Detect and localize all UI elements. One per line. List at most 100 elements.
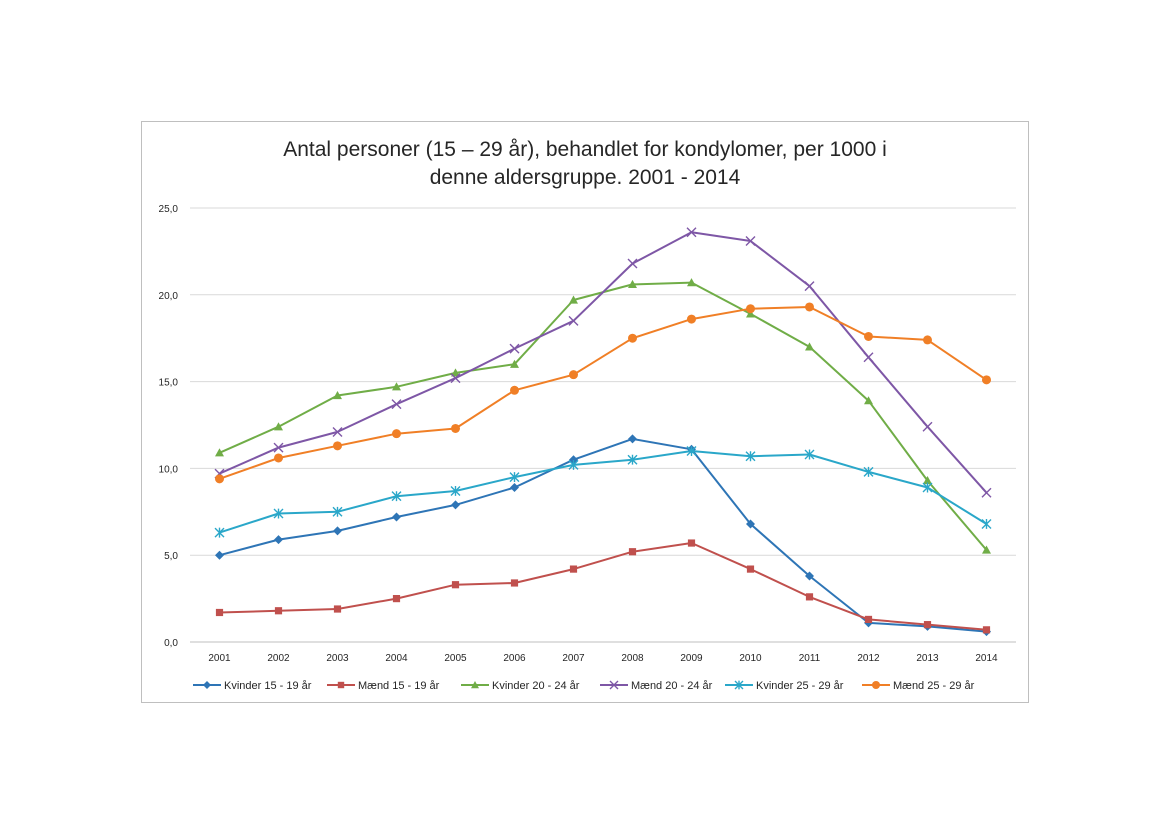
marker-shape: [628, 333, 637, 343]
legend-label: Kvinder 20 - 24 år: [492, 680, 580, 692]
data-point-kvinder-15-19-år: [451, 500, 460, 510]
marker-shape: [745, 235, 756, 246]
marker-shape: [804, 449, 815, 460]
data-point-mænd-20-24-år: [568, 315, 579, 326]
marker-shape: [687, 314, 696, 324]
marker-shape: [864, 331, 873, 341]
marker-shape: [333, 441, 342, 451]
data-point-mænd-20-24-år: [804, 281, 815, 292]
data-point-kvinder-20-24-år: [333, 390, 342, 400]
data-point-kvinder-20-24-år: [569, 295, 578, 304]
data-point-kvinder-20-24-år: [982, 545, 991, 554]
x-tick-label: 2001: [208, 653, 231, 664]
y-tick-label: 0,0: [164, 638, 178, 649]
y-tick-label: 5,0: [164, 551, 178, 562]
x-tick-label: 2006: [503, 653, 526, 664]
marker-shape: [734, 680, 744, 690]
marker-shape: [863, 466, 874, 477]
marker-shape: [274, 422, 283, 431]
data-point-mænd-15-19-år: [687, 539, 696, 547]
data-point-mænd-15-19-år: [923, 621, 932, 629]
data-point-mænd-25-29-år: [392, 429, 401, 439]
data-point-mænd-15-19-år: [569, 565, 578, 573]
data-point-mænd-25-29-år: [982, 375, 991, 385]
data-point-mænd-20-24-år: [863, 352, 874, 363]
data-point-mænd-15-19-år: [982, 626, 991, 634]
data-point-mænd-25-29-år: [215, 474, 224, 484]
marker-shape: [922, 421, 933, 432]
data-point-kvinder-25-29-år: [922, 482, 933, 493]
marker-shape: [628, 548, 637, 556]
marker-shape: [450, 373, 461, 384]
marker-shape: [273, 508, 284, 519]
data-point-kvinder-15-19-år: [392, 512, 401, 522]
data-point-mænd-15-19-år: [215, 608, 224, 617]
marker-shape: [628, 434, 637, 444]
data-point-kvinder-15-19-år: [274, 535, 283, 545]
marker-shape: [510, 579, 519, 587]
data-point-mænd-20-24-år: [745, 235, 756, 246]
marker-shape: [745, 451, 756, 462]
marker-shape: [451, 500, 460, 510]
marker-shape: [981, 487, 992, 498]
data-point-mænd-20-24-år: [509, 343, 520, 354]
series-line-kvinder-15-19-år: [219, 437, 987, 633]
legend-item: Mænd 15 - 19 år: [327, 680, 440, 692]
marker-shape: [392, 429, 401, 439]
legend-label: Kvinder 15 - 19 år: [224, 680, 312, 692]
marker-shape: [337, 681, 345, 689]
data-point-mænd-20-24-år: [450, 373, 461, 384]
marker-shape: [391, 399, 402, 410]
marker-shape: [215, 448, 224, 457]
legend-marker: [734, 680, 744, 690]
legend-label: Mænd 20 - 24 år: [631, 680, 713, 692]
data-point-mænd-20-24-år: [332, 426, 343, 437]
marker-shape: [451, 581, 460, 589]
data-point-mænd-25-29-år: [274, 453, 283, 463]
marker-shape: [203, 681, 211, 689]
marker-shape: [333, 526, 342, 536]
data-point-mænd-25-29-år: [333, 441, 342, 451]
marker-shape: [451, 423, 460, 433]
y-tick-label: 20,0: [159, 291, 179, 302]
data-point-mænd-25-29-år: [687, 314, 696, 324]
marker-shape: [982, 545, 991, 554]
data-point-kvinder-25-29-år: [509, 472, 520, 483]
data-point-kvinder-25-29-år: [568, 459, 579, 470]
data-point-kvinder-15-19-år: [628, 434, 637, 444]
data-point-kvinder-20-24-år: [274, 422, 283, 431]
chart-frame: [141, 121, 1029, 703]
marker-shape: [215, 474, 224, 484]
data-point-mænd-20-24-år: [627, 258, 638, 269]
marker-shape: [686, 227, 697, 238]
x-tick-label: 2002: [267, 653, 290, 664]
data-point-mænd-15-19-år: [510, 579, 519, 587]
data-point-kvinder-25-29-år: [214, 527, 225, 538]
marker-shape: [509, 343, 520, 354]
legend-item: Mænd 25 - 29 år: [862, 680, 975, 692]
legend-item: Mænd 20 - 24 år: [600, 680, 713, 692]
marker-shape: [451, 368, 460, 377]
chart-title-line-2: denne aldersgruppe. 2001 - 2014: [429, 166, 741, 189]
marker-shape: [982, 626, 991, 634]
data-point-kvinder-15-19-år: [746, 519, 755, 529]
data-point-kvinder-25-29-år: [863, 466, 874, 477]
marker-shape: [805, 593, 814, 601]
marker-shape: [450, 485, 461, 496]
data-point-mænd-20-24-år: [686, 227, 697, 238]
marker-shape: [687, 539, 696, 547]
x-tick-label: 2004: [385, 653, 408, 664]
x-tick-label: 2009: [680, 653, 703, 664]
x-tick-label: 2014: [975, 653, 998, 664]
marker-shape: [569, 370, 578, 380]
data-point-mænd-20-24-år: [922, 421, 933, 432]
data-point-kvinder-20-24-år: [746, 309, 755, 318]
series-line-mænd-25-29-år: [219, 306, 988, 480]
marker-shape: [333, 390, 342, 400]
marker-shape: [568, 315, 579, 326]
data-point-mænd-20-24-år: [391, 399, 402, 410]
marker-shape: [746, 309, 755, 318]
legend-marker: [203, 681, 211, 689]
x-tick-label: 2008: [621, 653, 644, 664]
